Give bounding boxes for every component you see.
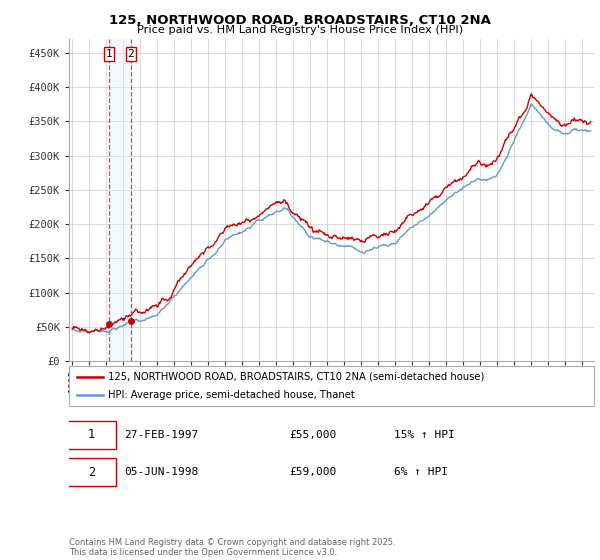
FancyBboxPatch shape <box>67 458 116 486</box>
Text: 15% ↑ HPI: 15% ↑ HPI <box>395 430 455 440</box>
FancyBboxPatch shape <box>67 421 116 449</box>
Text: Price paid vs. HM Land Registry's House Price Index (HPI): Price paid vs. HM Land Registry's House … <box>137 25 463 35</box>
Text: 2: 2 <box>127 49 134 59</box>
Text: 6% ↑ HPI: 6% ↑ HPI <box>395 467 449 477</box>
Text: £59,000: £59,000 <box>290 467 337 477</box>
Text: 125, NORTHWOOD ROAD, BROADSTAIRS, CT10 2NA: 125, NORTHWOOD ROAD, BROADSTAIRS, CT10 2… <box>109 14 491 27</box>
Text: 1: 1 <box>88 428 95 441</box>
Text: 05-JUN-1998: 05-JUN-1998 <box>124 467 199 477</box>
Bar <box>109 39 131 361</box>
Text: 2: 2 <box>88 465 95 479</box>
Text: £55,000: £55,000 <box>290 430 337 440</box>
FancyBboxPatch shape <box>69 366 594 406</box>
Text: Contains HM Land Registry data © Crown copyright and database right 2025.
This d: Contains HM Land Registry data © Crown c… <box>69 538 395 557</box>
Text: HPI: Average price, semi-detached house, Thanet: HPI: Average price, semi-detached house,… <box>109 390 355 400</box>
Text: 1: 1 <box>106 49 112 59</box>
Text: 125, NORTHWOOD ROAD, BROADSTAIRS, CT10 2NA (semi-detached house): 125, NORTHWOOD ROAD, BROADSTAIRS, CT10 2… <box>109 372 485 381</box>
Text: 27-FEB-1997: 27-FEB-1997 <box>124 430 199 440</box>
